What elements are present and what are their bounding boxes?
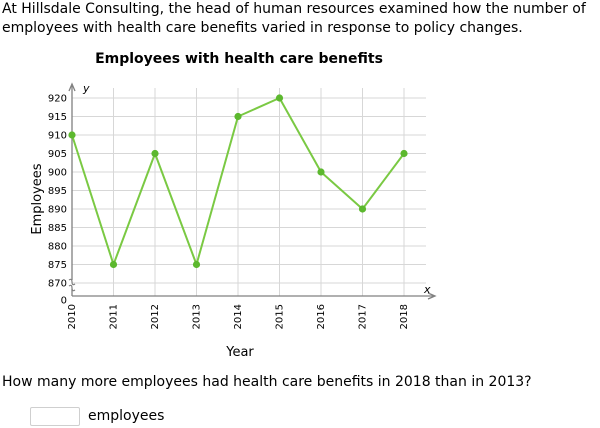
data-point xyxy=(400,149,408,158)
x-tick-label: 2016 xyxy=(316,304,327,329)
x-tick-label: 2011 xyxy=(109,304,120,329)
y-axis-letter: y xyxy=(82,82,90,95)
question-text: How many more employees had health care … xyxy=(2,374,532,390)
x-tick-label: 2014 xyxy=(233,304,244,329)
y-tick-label-zero: 0 xyxy=(61,296,67,307)
axis-break-mark xyxy=(68,278,76,292)
y-tick-label: 895 xyxy=(48,186,67,197)
y-tick-label: 915 xyxy=(48,112,67,123)
data-point xyxy=(192,260,201,269)
data-point xyxy=(109,260,118,269)
data-point xyxy=(68,131,76,139)
line-chart: Employees with health care benefits 8708… xyxy=(30,51,437,360)
y-tick-label: 900 xyxy=(48,168,67,179)
data-point xyxy=(317,168,325,176)
y-tick-labels: 870 875 880 885 890 895 900 905 910 915 920 0 xyxy=(48,94,67,307)
y-tick-label: 885 xyxy=(48,223,67,234)
x-axis-label: Year xyxy=(225,345,254,360)
problem-intro: At Hillsdale Consulting, the head of hum… xyxy=(2,1,586,36)
x-tick-label: 2010 xyxy=(67,304,78,329)
y-axis-arrow xyxy=(68,82,76,92)
y-tick-label: 890 xyxy=(48,205,67,216)
y-axis-label: Employees xyxy=(30,163,45,234)
x-tick-label: 2012 xyxy=(150,304,161,329)
y-tick-label: 875 xyxy=(48,260,67,271)
grid xyxy=(72,88,426,296)
data-point xyxy=(234,112,242,121)
x-tick-labels: 2010 2011 2012 2013 2014 2015 2016 2017 2018 xyxy=(67,304,410,329)
y-tick-label: 880 xyxy=(48,242,67,253)
y-tick-label: 870 xyxy=(48,279,67,290)
y-tick-label: 920 xyxy=(48,94,67,105)
x-tick-label: 2015 xyxy=(275,304,286,329)
series-employees xyxy=(68,94,408,269)
answer-input[interactable] xyxy=(30,406,80,426)
x-tick-label: 2017 xyxy=(358,304,369,329)
chart-title: Employees with health care benefits xyxy=(95,51,383,67)
data-point xyxy=(358,205,367,213)
answer-unit-label: employees xyxy=(88,408,165,424)
axes xyxy=(68,82,437,300)
x-tick-label: 2013 xyxy=(192,304,203,329)
x-axis-arrow xyxy=(427,292,437,300)
x-tick-label: 2018 xyxy=(399,304,410,329)
y-tick-label: 905 xyxy=(48,149,67,160)
data-point xyxy=(275,94,284,102)
data-point xyxy=(151,149,159,158)
answer-row: employees xyxy=(30,405,164,427)
x-axis-letter: x xyxy=(423,283,431,296)
y-tick-label: 910 xyxy=(48,131,67,142)
